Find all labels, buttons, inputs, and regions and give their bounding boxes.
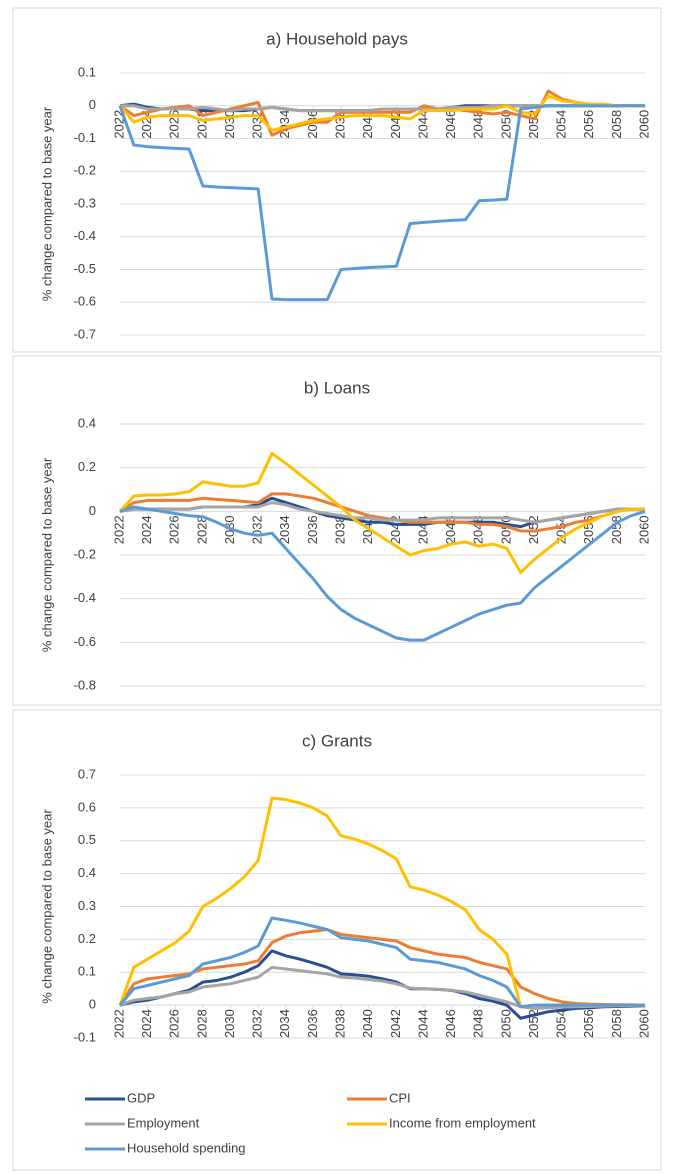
y-axis-label: % change compared to base year — [39, 106, 54, 301]
x-tick-label: 2044 — [415, 110, 430, 139]
x-tick-label: 2044 — [415, 1009, 430, 1038]
y-tick-label: 0.1 — [78, 964, 96, 979]
x-tick-label: 2024 — [139, 1009, 154, 1038]
y-tick-label: -0.7 — [74, 326, 96, 341]
series-line — [119, 505, 646, 642]
x-tick-label: 2024 — [139, 515, 154, 544]
x-tick-label: 2032 — [250, 1009, 265, 1038]
y-tick-label: -0.1 — [74, 130, 96, 145]
y-axis-label: % change compared to base year — [39, 809, 54, 1004]
x-tick-label: 2048 — [471, 515, 486, 544]
legend-label: CPI — [389, 1090, 411, 1105]
x-tick-label: 2048 — [471, 110, 486, 139]
x-tick-label: 2060 — [636, 110, 651, 139]
x-tick-label: 2060 — [636, 1009, 651, 1038]
chart-title: a) Household pays — [266, 29, 408, 48]
x-tick-label: 2028 — [194, 110, 209, 139]
y-tick-label: 0.3 — [78, 898, 96, 913]
legend-label: Household spending — [127, 1140, 246, 1155]
series-line — [119, 965, 646, 1010]
x-tick-label: 2030 — [222, 1009, 237, 1038]
x-tick-label: 2036 — [305, 1009, 320, 1038]
legend-label: Employment — [127, 1115, 200, 1130]
y-tick-label: -0.8 — [74, 677, 96, 692]
y-tick-label: -0.4 — [74, 590, 96, 605]
y-tick-label: 0.1 — [78, 64, 96, 79]
y-tick-label: -0.6 — [74, 294, 96, 309]
x-tick-label: 2030 — [222, 110, 237, 139]
y-tick-label: -0.6 — [74, 634, 96, 649]
y-tick-label: -0.2 — [74, 546, 96, 561]
y-tick-label: 0 — [89, 97, 96, 112]
x-tick-label: 2046 — [443, 110, 458, 139]
x-tick-label: 2050 — [498, 1009, 513, 1038]
x-tick-label: 2036 — [305, 110, 320, 139]
x-tick-label: 2054 — [554, 110, 569, 139]
series-line — [119, 89, 645, 137]
y-tick-label: 0 — [89, 997, 96, 1012]
y-tick-label: 0.6 — [78, 799, 96, 814]
x-tick-label: 2038 — [332, 1009, 347, 1038]
x-tick-label: 2046 — [443, 1009, 458, 1038]
y-tick-label: -0.4 — [74, 228, 96, 243]
y-tick-label: 0.5 — [78, 832, 96, 847]
chart-title: c) Grants — [302, 731, 372, 750]
series-line — [118, 916, 645, 1009]
x-tick-label: 2048 — [471, 1009, 486, 1038]
x-tick-label: 2034 — [277, 1009, 292, 1038]
chart-title: b) Loans — [304, 378, 370, 397]
x-tick-label: 2050 — [498, 110, 513, 139]
y-tick-label: 0.4 — [78, 865, 96, 880]
x-tick-label: 2026 — [167, 515, 182, 544]
x-tick-label: 2022 — [111, 1009, 126, 1038]
x-tick-label: 2042 — [388, 1009, 403, 1038]
panel-frame — [12, 7, 662, 353]
y-tick-label: -0.2 — [74, 163, 96, 178]
panel-frame — [12, 355, 662, 706]
x-tick-label: 2026 — [167, 1009, 182, 1038]
series-line — [119, 949, 646, 1020]
x-tick-label: 2038 — [332, 515, 347, 544]
y-tick-label: 0 — [89, 503, 96, 518]
legend-label: GDP — [127, 1090, 155, 1105]
x-tick-label: 2058 — [609, 1009, 624, 1038]
x-tick-label: 2022 — [111, 515, 126, 544]
y-tick-label: -0.1 — [74, 1029, 96, 1044]
y-tick-label: -0.5 — [74, 261, 96, 276]
x-tick-label: 2042 — [388, 110, 403, 139]
x-tick-label: 2058 — [609, 110, 624, 139]
y-tick-label: -0.3 — [74, 195, 96, 210]
series-line — [118, 451, 645, 574]
y-tick-label: 0.4 — [78, 415, 96, 430]
series-line — [118, 928, 646, 1007]
x-tick-label: 2046 — [443, 515, 458, 544]
series-line — [119, 492, 645, 533]
y-axis-label: % change compared to base year — [39, 457, 54, 652]
x-tick-label: 2040 — [360, 1009, 375, 1038]
x-tick-label: 2054 — [554, 1009, 569, 1038]
series-line — [118, 104, 645, 302]
x-tick-label: 2032 — [250, 515, 265, 544]
x-tick-label: 2028 — [194, 1009, 209, 1038]
x-tick-label: 2034 — [277, 515, 292, 544]
x-tick-label: 2056 — [581, 1009, 596, 1038]
series-line — [119, 501, 645, 524]
series-line — [118, 94, 645, 132]
legend-label: Income from employment — [389, 1115, 536, 1130]
y-tick-label: 0.2 — [78, 931, 96, 946]
x-tick-label: 2060 — [636, 515, 651, 544]
x-tick-label: 2028 — [194, 515, 209, 544]
y-tick-label: 0.7 — [78, 766, 96, 781]
x-tick-label: 2034 — [277, 110, 292, 139]
x-tick-label: 2056 — [581, 110, 596, 139]
y-tick-label: 0.2 — [78, 459, 96, 474]
x-tick-label: 2036 — [305, 515, 320, 544]
panel-frame — [12, 709, 662, 1171]
